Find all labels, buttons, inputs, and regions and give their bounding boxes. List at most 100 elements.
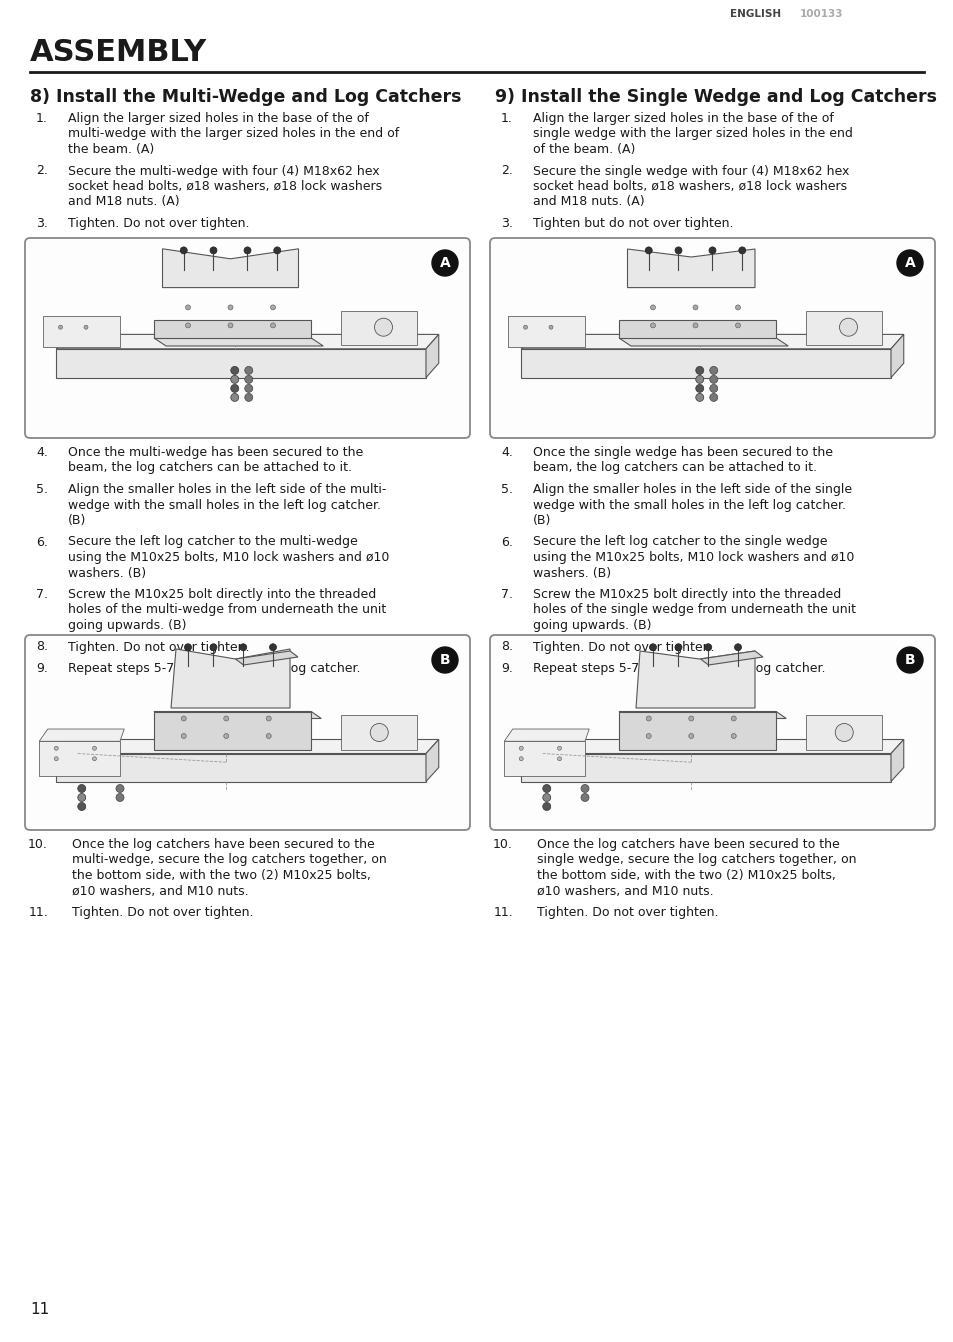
Circle shape: [266, 717, 271, 721]
Circle shape: [735, 305, 740, 310]
Text: holes of the single wedge from underneath the unit: holes of the single wedge from underneat…: [533, 604, 855, 616]
Circle shape: [228, 323, 233, 327]
Circle shape: [77, 793, 86, 801]
Polygon shape: [504, 741, 584, 776]
Text: Tighten. Do not over tighten.: Tighten. Do not over tighten.: [68, 640, 250, 654]
Circle shape: [231, 384, 238, 392]
Text: Tighten. Do not over tighten.: Tighten. Do not over tighten.: [533, 640, 714, 654]
Text: (B): (B): [533, 514, 551, 527]
Polygon shape: [890, 334, 902, 377]
Polygon shape: [340, 715, 417, 750]
Text: the bottom side, with the two (2) M10x25 bolts,: the bottom side, with the two (2) M10x25…: [537, 870, 835, 882]
Polygon shape: [153, 338, 323, 346]
Polygon shape: [340, 311, 417, 345]
Circle shape: [735, 323, 740, 327]
Polygon shape: [618, 711, 785, 718]
Circle shape: [518, 746, 522, 750]
Circle shape: [210, 644, 216, 651]
Circle shape: [239, 644, 247, 651]
Polygon shape: [56, 334, 438, 349]
Circle shape: [245, 376, 253, 384]
Text: Once the multi-wedge has been secured to the: Once the multi-wedge has been secured to…: [68, 446, 363, 459]
Text: 11.: 11.: [29, 906, 48, 919]
Circle shape: [557, 746, 561, 750]
Text: Tighten. Do not over tighten.: Tighten. Do not over tighten.: [71, 906, 253, 919]
Text: beam, the log catchers can be attached to it.: beam, the log catchers can be attached t…: [68, 462, 352, 475]
Text: using the M10x25 bolts, M10 lock washers and ø10: using the M10x25 bolts, M10 lock washers…: [533, 552, 854, 564]
Circle shape: [181, 717, 186, 721]
Circle shape: [542, 793, 550, 801]
Circle shape: [77, 803, 86, 811]
Text: Secure the left log catcher to the single wedge: Secure the left log catcher to the singl…: [533, 535, 826, 549]
Text: 1.: 1.: [36, 111, 48, 125]
Text: 4.: 4.: [36, 446, 48, 459]
Circle shape: [181, 734, 186, 738]
Circle shape: [185, 305, 191, 310]
Text: of the beam. (A): of the beam. (A): [533, 144, 635, 156]
Polygon shape: [56, 753, 426, 781]
Text: holes of the multi-wedge from underneath the unit: holes of the multi-wedge from underneath…: [68, 604, 386, 616]
Text: 9) Install the Single Wedge and Log Catchers: 9) Install the Single Wedge and Log Catc…: [495, 89, 936, 106]
Polygon shape: [153, 711, 311, 750]
Circle shape: [896, 250, 923, 276]
Circle shape: [695, 384, 703, 392]
Polygon shape: [520, 739, 902, 753]
Circle shape: [650, 305, 655, 310]
Circle shape: [92, 757, 96, 761]
Text: 1.: 1.: [500, 111, 513, 125]
Circle shape: [245, 384, 253, 392]
Text: and M18 nuts. (A): and M18 nuts. (A): [533, 196, 644, 208]
Text: 7.: 7.: [36, 588, 48, 601]
Circle shape: [77, 785, 86, 793]
Text: 8) Install the Multi-Wedge and Log Catchers: 8) Install the Multi-Wedge and Log Catch…: [30, 89, 461, 106]
Polygon shape: [426, 334, 438, 377]
Circle shape: [738, 247, 745, 254]
Text: 4.: 4.: [500, 446, 513, 459]
Circle shape: [709, 393, 717, 401]
Circle shape: [644, 247, 652, 254]
Text: going upwards. (B): going upwards. (B): [68, 619, 186, 632]
Circle shape: [375, 318, 392, 337]
Circle shape: [708, 247, 716, 254]
Polygon shape: [162, 248, 298, 287]
Text: washers. (B): washers. (B): [68, 566, 146, 580]
Circle shape: [675, 644, 681, 651]
Polygon shape: [504, 729, 589, 741]
Circle shape: [245, 366, 253, 374]
FancyBboxPatch shape: [490, 238, 934, 437]
Circle shape: [650, 323, 655, 327]
Text: 11.: 11.: [493, 906, 513, 919]
Circle shape: [228, 305, 233, 310]
Text: wedge with the small holes in the left log catcher.: wedge with the small holes in the left l…: [533, 498, 845, 511]
Polygon shape: [426, 739, 438, 781]
Circle shape: [116, 793, 124, 801]
Polygon shape: [618, 338, 787, 346]
Circle shape: [695, 393, 703, 401]
Circle shape: [580, 793, 588, 801]
Text: 10.: 10.: [28, 837, 48, 851]
Circle shape: [116, 785, 124, 793]
Text: 10.: 10.: [493, 837, 513, 851]
Circle shape: [245, 393, 253, 401]
Text: using the M10x25 bolts, M10 lock washers and ø10: using the M10x25 bolts, M10 lock washers…: [68, 552, 389, 564]
Text: 6.: 6.: [500, 535, 513, 549]
Circle shape: [271, 323, 275, 327]
Text: Secure the single wedge with four (4) M18x62 hex: Secure the single wedge with four (4) M1…: [533, 165, 848, 177]
Circle shape: [58, 325, 63, 329]
Circle shape: [695, 366, 703, 374]
Text: Secure the multi-wedge with four (4) M18x62 hex: Secure the multi-wedge with four (4) M18…: [68, 165, 379, 177]
Text: Align the larger sized holes in the base of the of: Align the larger sized holes in the base…: [533, 111, 833, 125]
Circle shape: [580, 785, 588, 793]
Circle shape: [370, 723, 388, 742]
Polygon shape: [153, 711, 321, 718]
Circle shape: [231, 393, 238, 401]
Text: beam, the log catchers can be attached to it.: beam, the log catchers can be attached t…: [533, 462, 816, 475]
Text: Tighten. Do not over tighten.: Tighten. Do not over tighten.: [68, 217, 250, 229]
Circle shape: [695, 376, 703, 384]
Text: ENGLISH: ENGLISH: [729, 9, 781, 19]
Circle shape: [231, 376, 238, 384]
Polygon shape: [508, 317, 584, 348]
Polygon shape: [39, 729, 124, 741]
Circle shape: [688, 717, 693, 721]
Circle shape: [210, 247, 216, 254]
